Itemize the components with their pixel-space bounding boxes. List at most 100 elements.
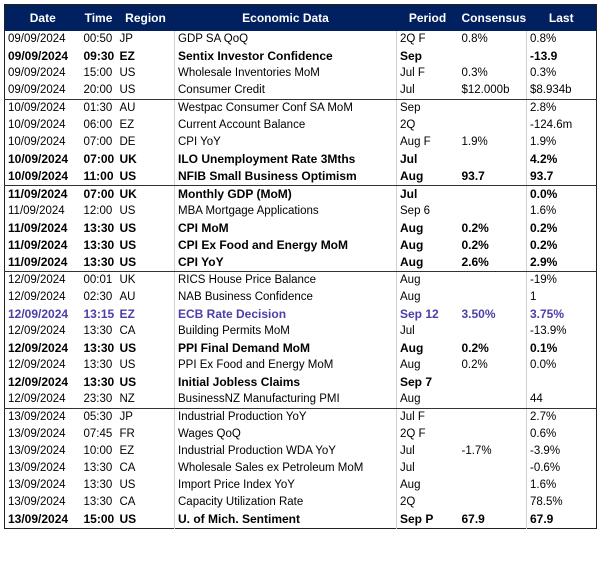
- last-cell: 1.6%: [526, 477, 597, 494]
- period-cell: Sep: [396, 48, 459, 65]
- region-cell: US: [119, 221, 137, 235]
- period-cell: 2Q: [396, 117, 459, 134]
- row: 12/09/2024 13:15 EZ ECB Rate Decision Sep 12…: [5, 306, 597, 323]
- region-cell: US: [116, 254, 175, 272]
- time-cell: 13:30: [83, 496, 113, 508]
- row: 12/09/2024 13:30 US Initial Jobless Claims S…: [5, 374, 597, 391]
- consensus-cell: [459, 477, 527, 494]
- consensus-cell: [459, 117, 527, 134]
- row: 09/09/2024 09:30 EZ Sentix Investor Confide…: [5, 48, 597, 65]
- last-cell: 0.2%: [526, 220, 597, 237]
- time-cell: 15:00: [83, 512, 115, 526]
- consensus-cell: [459, 289, 527, 306]
- period-cell: Aug: [396, 168, 459, 186]
- consensus-cell: [458, 391, 527, 409]
- time-cell: 01:30: [83, 102, 113, 114]
- period-cell: Sep: [396, 99, 459, 117]
- consensus-cell: 0.8%: [461, 33, 488, 45]
- region-cell: US: [116, 82, 175, 100]
- row: 11/09/2024 12:00 US MBA Mortgage Applicatio…: [5, 203, 597, 220]
- data-cell: Westpac Consumer Conf SA MoM: [174, 99, 397, 117]
- row: 11/09/2024 13:30 US CPI YoY Aug 2.6% 2.9%: [4, 254, 597, 272]
- row: 13/09/2024 13:30 US Import Price Index YoY A…: [5, 477, 597, 494]
- period-cell: Sep P: [396, 511, 459, 529]
- row: 11/09/2024 07:00 UK Monthly GDP (MoM) Jul 0.0…: [5, 185, 597, 204]
- consensus-cell: [459, 186, 527, 204]
- date-cell: 12/09/2024: [8, 375, 69, 389]
- time-cell: 09:30: [83, 49, 115, 63]
- date-cell: 12/09/2024: [8, 341, 69, 355]
- consensus-cell: 0.3%: [461, 67, 488, 79]
- consensus-cell: [459, 203, 527, 220]
- last-cell: 1: [526, 289, 597, 306]
- row: 12/09/2024 00:01 UK RICS House Price Balanc…: [5, 271, 597, 289]
- last-cell: [526, 374, 597, 391]
- period-cell: 2Q F: [396, 426, 459, 443]
- row: 13/09/2024 07:45 FR Wages QoQ 2Q F 0.6%: [5, 426, 597, 443]
- row: 10/09/2024 07:00 DE CPI YoY Aug F 1.9% 1.9%: [5, 134, 597, 151]
- time-cell: 07:00: [83, 152, 115, 166]
- date-cell: 09/09/2024: [8, 67, 66, 79]
- last-cell: 1.6%: [526, 203, 597, 220]
- date-cell: 10/09/2024: [8, 119, 66, 131]
- region-cell: US: [119, 359, 136, 371]
- date-cell: 11/09/2024: [8, 238, 68, 252]
- row: 09/09/2024 15:00 US Wholesale Inventories M…: [5, 65, 597, 82]
- data-cell: CPI YoY: [174, 134, 397, 151]
- region-cell: AU: [119, 102, 136, 114]
- column-header: Economic Data: [174, 4, 397, 31]
- column-header: Region: [116, 4, 175, 31]
- last-cell: 0.8%: [526, 31, 597, 48]
- region-cell: US: [119, 67, 136, 79]
- data-cell: Industrial Production WDA YoY: [174, 443, 397, 460]
- row: 13/09/2024 13:30 CA Capacity Utilization Ra…: [5, 494, 597, 511]
- consensus-cell: $12.000b: [458, 82, 527, 100]
- date-cell: 09/09/2024: [4, 82, 81, 100]
- data-cell: Industrial Production YoY: [174, 408, 397, 426]
- column-header: Consensus: [458, 4, 527, 31]
- row: 12/09/2024 23:30 NZ BusinessNZ Manufacturin…: [4, 391, 597, 409]
- last-cell: 0.3%: [526, 65, 597, 82]
- consensus-cell: [459, 460, 527, 477]
- calendar: Date Time Region Economic Data Period Consens…: [4, 4, 597, 529]
- consensus-cell: [459, 494, 527, 511]
- time-cell: 13:15: [83, 307, 115, 321]
- data-cell: ECB Rate Decision: [174, 306, 397, 323]
- time-cell: 05:30: [83, 411, 113, 423]
- time-cell: 07:00: [83, 187, 115, 201]
- consensus-cell: [459, 151, 527, 168]
- region-cell: US: [119, 341, 137, 355]
- consensus-cell: 0.2%: [461, 359, 488, 371]
- last-cell: 0.6%: [526, 426, 597, 443]
- date-cell: 11/09/2024: [8, 205, 65, 217]
- date-cell: 11/09/2024: [8, 187, 68, 201]
- data-cell: Wages QoQ: [174, 426, 397, 443]
- last-cell: 2.7%: [526, 408, 597, 426]
- row: 12/09/2024 13:30 CA Building Permits MoM Jul…: [5, 323, 597, 340]
- time-cell: 15:00: [83, 67, 113, 79]
- region-cell: JP: [119, 411, 133, 423]
- date-cell: 13/09/2024: [8, 496, 66, 508]
- data-cell: RICS House Price Balance: [174, 271, 397, 289]
- consensus-cell: [459, 409, 527, 427]
- region-cell: UK: [119, 274, 136, 286]
- date-cell: 12/09/2024: [8, 307, 69, 321]
- data-cell: NAB Business Confidence: [174, 289, 397, 306]
- last-cell: -0.6%: [526, 460, 597, 477]
- data-cell: Initial Jobless Claims: [174, 374, 397, 391]
- period-cell: Jul F: [396, 408, 459, 426]
- date-cell: 13/09/2024: [8, 445, 66, 457]
- consensus-cell: [459, 100, 527, 118]
- date-cell: 09/09/2024: [8, 49, 69, 63]
- region-cell: CA: [119, 462, 136, 474]
- row: 13/09/2024 15:00 US U. of Mich. Sentiment Se…: [5, 511, 597, 529]
- time-cell: 11:00: [80, 168, 117, 186]
- region-cell: US: [119, 205, 136, 217]
- date-cell: 10/09/2024: [8, 152, 69, 166]
- consensus-cell: 0.2%: [461, 238, 489, 252]
- data-cell: Wholesale Sales ex Petroleum MoM: [174, 460, 397, 477]
- region-cell: US: [119, 238, 137, 252]
- date-cell: 10/09/2024: [8, 102, 66, 114]
- period-cell: Aug: [396, 477, 459, 494]
- consensus-cell: 93.7: [458, 168, 527, 186]
